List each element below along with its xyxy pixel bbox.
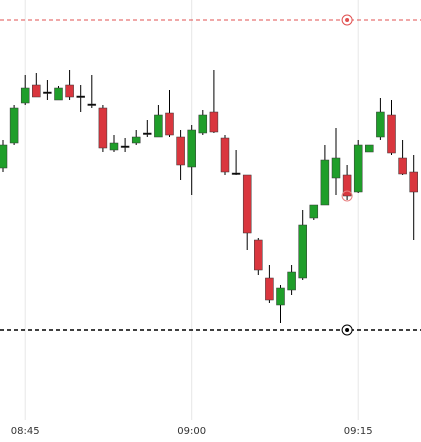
candle-body xyxy=(154,114,163,138)
x-tick-label: 09:00 xyxy=(177,426,206,437)
candle-body xyxy=(320,159,330,206)
candle-body xyxy=(276,287,285,306)
candle-body xyxy=(32,84,41,98)
candle-body xyxy=(231,172,241,175)
candle-body xyxy=(353,144,363,193)
candle-body xyxy=(298,224,307,279)
candle-body xyxy=(365,144,374,153)
candle-body xyxy=(143,132,152,135)
level-marker-dot xyxy=(345,328,350,332)
candle-body xyxy=(120,145,130,148)
candle-body xyxy=(54,87,63,101)
x-tick-label: 08:45 xyxy=(11,426,40,437)
candle-body xyxy=(309,204,319,219)
candle-body xyxy=(198,114,208,134)
candle-body xyxy=(98,107,108,149)
candle-body xyxy=(9,107,19,144)
candle-body xyxy=(387,114,396,154)
candle-body xyxy=(209,111,219,133)
candle-body xyxy=(176,136,185,166)
candle-body xyxy=(376,111,385,138)
candle-body xyxy=(76,95,85,98)
candle-body xyxy=(254,239,263,271)
candle-body xyxy=(287,271,296,291)
candle-body xyxy=(65,84,74,98)
candle-body xyxy=(242,174,252,234)
candle-body xyxy=(20,87,30,104)
candle-body xyxy=(398,157,407,175)
marker xyxy=(341,190,353,202)
candle-body xyxy=(43,91,52,94)
candle-body xyxy=(87,103,97,106)
candle-body xyxy=(131,136,141,144)
level-marker-dot xyxy=(345,18,350,22)
candle-body xyxy=(109,142,119,151)
x-tick-label: 09:15 xyxy=(344,426,373,437)
candle-body xyxy=(409,171,418,193)
candle-body xyxy=(187,129,196,168)
candle-body xyxy=(0,144,8,169)
candle-body xyxy=(220,137,230,173)
candle-body xyxy=(331,157,341,179)
candle-body xyxy=(265,277,274,301)
candle-body xyxy=(342,174,352,197)
candle-body xyxy=(165,112,174,136)
